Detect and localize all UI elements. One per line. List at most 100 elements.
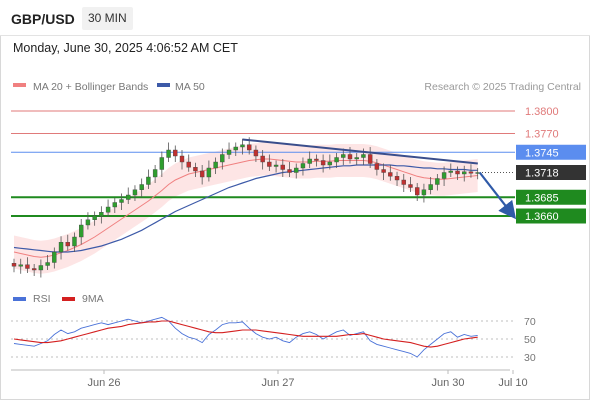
price-tag-label: 1.3685: [525, 192, 559, 204]
price-tag-bg: [516, 144, 586, 160]
price-tag-label: 1.3660: [525, 211, 559, 223]
candle-body: [462, 171, 467, 175]
chart-datetime: Monday, June 30, 2025 4:06:52 AM CET: [13, 41, 238, 55]
candle-body: [388, 172, 393, 177]
chart-header: GBP/USD 30 MIN: [0, 0, 590, 36]
rsi-ma-legend-label: 9MA: [82, 293, 104, 305]
candle-body: [341, 154, 346, 158]
timeframe-badge[interactable]: 30 MIN: [82, 7, 133, 30]
rsi-tick-label: 50: [524, 334, 536, 346]
candle-body: [72, 236, 77, 247]
time-tick-label: Jul 10: [498, 377, 527, 389]
candle-body: [11, 263, 17, 267]
candle-body: [401, 179, 406, 185]
price-tag-bg: [516, 189, 586, 205]
rsi-panel: 70 50 30: [11, 316, 536, 364]
legend-ma50: MA 50: [157, 81, 205, 93]
candle-body: [260, 155, 265, 163]
candle-body: [152, 169, 158, 178]
candle-body: [18, 264, 23, 267]
candle-body: [112, 202, 118, 208]
candle-body: [45, 262, 50, 266]
candle-body: [253, 149, 259, 157]
candle-body: [126, 194, 131, 200]
candle-body: [166, 149, 171, 158]
candle-body: [455, 170, 460, 175]
candle-body: [361, 154, 366, 158]
candle-body: [206, 167, 212, 178]
price-tags: 1.3800 1.3770 1.3745 1.3718 1.3685 1.3660: [516, 106, 586, 224]
candle-body: [139, 184, 144, 190]
rsi-ma-legend-swatch: [62, 297, 75, 301]
rsi-tick-label: 70: [524, 316, 536, 328]
candle-body: [233, 146, 238, 151]
candle-body: [381, 169, 386, 173]
candle-body: [408, 184, 413, 188]
candle-body: [428, 184, 433, 190]
legend-ma20: MA 20 + Bollinger Bands: [13, 81, 148, 93]
price-tag-label: 1.3770: [525, 129, 559, 141]
candle-body: [367, 154, 373, 164]
rsi-ma-line: [13, 320, 478, 348]
rsi-legend-label: RSI: [33, 293, 51, 305]
forecast-layer: [478, 171, 517, 220]
candle-body: [374, 163, 380, 170]
candle-body: [38, 265, 44, 271]
candle-body: [25, 264, 30, 269]
resistance-trendline: [242, 138, 478, 165]
candle-body: [92, 215, 97, 220]
candle-body: [213, 161, 218, 169]
candle-body: [273, 164, 279, 167]
candle-body: [448, 170, 453, 173]
candle-body: [52, 251, 57, 263]
candle-body: [314, 158, 319, 161]
legend-rsi: RSI: [13, 293, 51, 305]
candle-body: [280, 164, 285, 170]
candle-body: [394, 176, 400, 181]
candle-body: [146, 176, 151, 185]
price-tag-label: 1.3745: [525, 147, 559, 159]
candle-body: [246, 144, 252, 151]
ma50-legend-swatch: [157, 83, 170, 87]
candle-body: [320, 160, 326, 166]
candle-body: [105, 206, 111, 213]
candle-body: [421, 189, 427, 196]
candle-body: [199, 170, 205, 178]
bollinger-bands: [14, 142, 478, 274]
time-axis: Jun 26 Jun 27 Jun 30 Jul 10: [87, 370, 528, 389]
candle-body: [226, 149, 232, 155]
candle-body: [307, 158, 312, 164]
candle-body: [132, 189, 138, 196]
candle-body: [173, 149, 178, 157]
time-tick-label: Jun 30: [431, 377, 464, 389]
candle-body: [435, 178, 440, 185]
candle-body: [119, 199, 124, 203]
candle-body: [85, 219, 91, 226]
time-tick-label: Jun 27: [261, 377, 294, 389]
trendline-layer: [242, 138, 478, 165]
ma50-legend-label: MA 50: [175, 81, 205, 93]
rsi-legend-swatch: [13, 297, 26, 301]
candle-body: [58, 242, 64, 253]
price-tag-bg: [516, 208, 586, 224]
rsi-line: [13, 316, 478, 358]
candle-body: [99, 212, 104, 217]
ma20-legend-label: MA 20 + Bollinger Bands: [33, 81, 148, 93]
candle-body: [220, 154, 225, 163]
candle-body: [31, 268, 37, 271]
candle-body: [300, 163, 306, 169]
ma50-line: [13, 164, 478, 253]
candle-body: [415, 187, 420, 196]
ma20-line: [13, 158, 478, 258]
candle-body: [179, 155, 185, 163]
candle-body: [334, 157, 339, 163]
candle-body: [294, 167, 299, 173]
candle-body: [468, 171, 474, 174]
moving-averages: [13, 158, 478, 258]
legend-rsi-ma: 9MA: [62, 293, 104, 305]
candle-body: [78, 224, 84, 238]
bollinger-band-fill: [14, 142, 478, 274]
candle-body: [347, 154, 353, 160]
currency-pair-title: GBP/USD: [11, 11, 75, 27]
